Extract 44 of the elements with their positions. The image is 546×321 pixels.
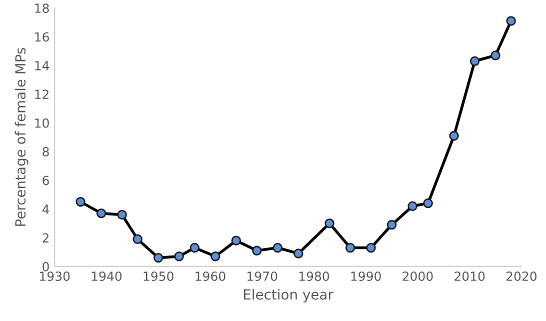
x-tick-label: 2020 <box>506 272 537 281</box>
x-tick-label: 1980 <box>299 272 330 281</box>
x-tick-label: 1930 <box>40 272 70 281</box>
point <box>470 56 480 66</box>
point <box>210 252 220 262</box>
y-axis-title: Percentage of female MPs <box>14 48 28 226</box>
point <box>231 236 242 246</box>
y-tick-label: 14 <box>35 61 50 70</box>
point <box>96 208 106 218</box>
point <box>345 242 356 253</box>
point <box>324 218 334 228</box>
point <box>153 252 164 263</box>
y-tick-label: 0 <box>42 262 49 272</box>
x-tick-label: 1970 <box>248 272 278 281</box>
x-tick-label: 1960 <box>196 272 226 281</box>
y-tick-label: 12 <box>35 90 48 99</box>
point <box>190 242 200 253</box>
point <box>408 201 418 211</box>
point <box>174 252 184 262</box>
point <box>117 210 127 220</box>
y-tick-label: 10 <box>35 118 49 128</box>
x-axis-title: Election year <box>244 288 334 302</box>
x-tick-label: 1950 <box>144 272 174 281</box>
point <box>76 196 86 207</box>
y-tick-label: 4 <box>42 204 50 214</box>
point <box>252 246 262 256</box>
y-tick-label: 8 <box>42 147 49 157</box>
x-tick-label: 2010 <box>454 272 485 281</box>
point <box>294 248 304 258</box>
x-tick-label: 1940 <box>92 272 122 281</box>
point <box>423 198 433 208</box>
point <box>449 130 459 141</box>
point <box>506 16 516 26</box>
y-tick-label: 2 <box>42 233 48 242</box>
point <box>386 220 397 230</box>
y-tick-label: 6 <box>42 176 49 186</box>
point <box>132 234 142 244</box>
x-tick-label: 2000 <box>402 272 433 281</box>
point <box>490 50 500 60</box>
x-tick-label: 1990 <box>351 272 381 281</box>
y-tick-label: 18 <box>35 3 49 13</box>
point <box>366 242 376 253</box>
point <box>272 242 283 253</box>
y-tick-label: 16 <box>35 32 49 42</box>
